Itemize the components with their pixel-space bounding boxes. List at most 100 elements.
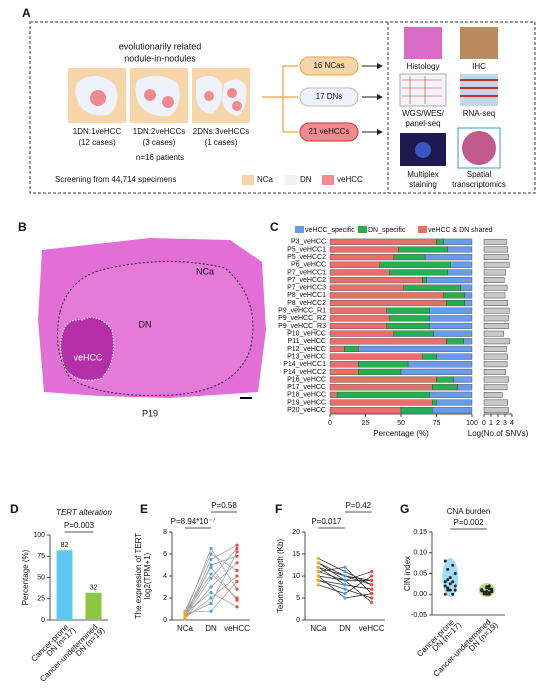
point: [446, 588, 450, 592]
assay-label: WGS/WES/: [402, 109, 445, 118]
point: [235, 561, 239, 565]
bar: [56, 550, 73, 620]
legend-swatch: [418, 226, 427, 233]
bar: [483, 376, 509, 383]
y-axis-label: The expression of TERT: [134, 533, 143, 620]
y-tick-label: P7_veHCC2: [287, 277, 326, 284]
point: [316, 570, 320, 574]
region-label: DN: [139, 319, 152, 329]
bar-segment: [432, 384, 458, 391]
model-ratio: 2DNs:3veHCCs: [193, 127, 249, 136]
point: [235, 605, 239, 609]
y-axis-label: Percentage (%): [21, 549, 30, 605]
point: [443, 559, 447, 563]
y-tick-label: 0: [163, 617, 167, 624]
x-tick-label: 0: [482, 420, 486, 427]
bar-segment: [460, 284, 473, 291]
point: [451, 592, 455, 596]
legend-label: veHCC_specific: [305, 227, 355, 234]
bar: [85, 592, 102, 620]
y-tick-label: 25: [37, 596, 45, 603]
group-label: 16 NCas: [313, 61, 344, 70]
point: [485, 585, 489, 589]
point: [487, 584, 491, 588]
point: [183, 611, 187, 616]
y-tick-label: P7_veHCC3: [287, 285, 326, 292]
y-tick-label: P5_veHCC2: [287, 254, 326, 261]
point: [209, 609, 213, 613]
point: [343, 578, 347, 583]
point: [343, 570, 347, 574]
model-ratio: 1DN:2veHCCs: [133, 127, 185, 136]
bar-segment: [336, 391, 430, 398]
x-tick-label: 0: [328, 420, 332, 427]
legend-label: DN: [300, 175, 312, 184]
x-tick-label: veHCC: [359, 624, 385, 633]
bar-segment: [358, 345, 473, 353]
bar-segment: [436, 376, 454, 383]
legend-swatch: [285, 175, 297, 185]
point: [448, 576, 452, 580]
pair-line: [184, 544, 238, 617]
assay-label: transcriptomics: [452, 180, 506, 189]
annotation: P=0.58: [211, 501, 237, 510]
region-label: NCa: [196, 266, 214, 276]
bar-segment: [329, 299, 447, 307]
panel-label: C: [270, 220, 279, 234]
bar-segment: [400, 407, 433, 414]
y-tick-label: 0.00: [413, 591, 427, 598]
bar-segment: [344, 345, 359, 353]
pair-line: [184, 551, 238, 616]
bar-segment: [446, 299, 466, 307]
point: [485, 592, 489, 596]
point: [480, 588, 484, 592]
bar-segment: [443, 292, 466, 299]
y-axis-label: CIN index: [403, 556, 412, 591]
y-tick-label: P14_veHCC1: [283, 361, 326, 368]
y-tick-label: 8: [163, 529, 167, 536]
bar-segment: [429, 391, 473, 398]
model-cases: (12 cases): [78, 138, 116, 147]
patients: n=16 patients: [136, 153, 184, 162]
point: [370, 583, 374, 587]
bar: [483, 361, 508, 368]
y-tick-label: P8_veHCC2: [287, 300, 326, 307]
point: [446, 586, 450, 590]
bar-segment: [436, 238, 444, 245]
bar-segment: [329, 338, 447, 345]
bar-segment: [329, 407, 402, 414]
bar-segment: [329, 246, 399, 253]
bar-segment: [429, 307, 473, 314]
bar-segment: [464, 292, 473, 299]
legend-label: veHCC & DN shared: [428, 227, 493, 234]
annotation: P=8.94*10⁻⁷: [171, 517, 216, 526]
point: [451, 563, 455, 567]
bar-segment: [393, 254, 426, 261]
x-tick-label: 100: [466, 420, 478, 427]
y-tick-label: P3_veHCC: [291, 239, 326, 246]
bar-segment: [436, 353, 473, 360]
bar: [483, 315, 509, 322]
x-tick-label: DN: [205, 624, 217, 633]
bar-segment: [329, 330, 395, 337]
y-tick-label: 100: [33, 532, 45, 539]
point: [343, 574, 347, 578]
point: [448, 588, 452, 592]
bar-segment: [329, 261, 380, 268]
assay-label: Multiplex: [407, 170, 439, 179]
point: [316, 565, 320, 569]
point: [183, 616, 187, 620]
panel-label: B: [18, 220, 27, 234]
y-tick-label: P9_veHCC_R3: [278, 323, 326, 330]
panel-label: E: [140, 502, 148, 516]
bar-segment: [432, 407, 473, 414]
point: [235, 554, 239, 558]
point: [209, 546, 213, 551]
bar: [483, 254, 509, 261]
bar-segment: [386, 307, 430, 314]
panel-label: A: [22, 6, 31, 20]
point: [209, 590, 213, 595]
bar-segment: [422, 353, 437, 360]
bar-segment: [447, 246, 473, 253]
